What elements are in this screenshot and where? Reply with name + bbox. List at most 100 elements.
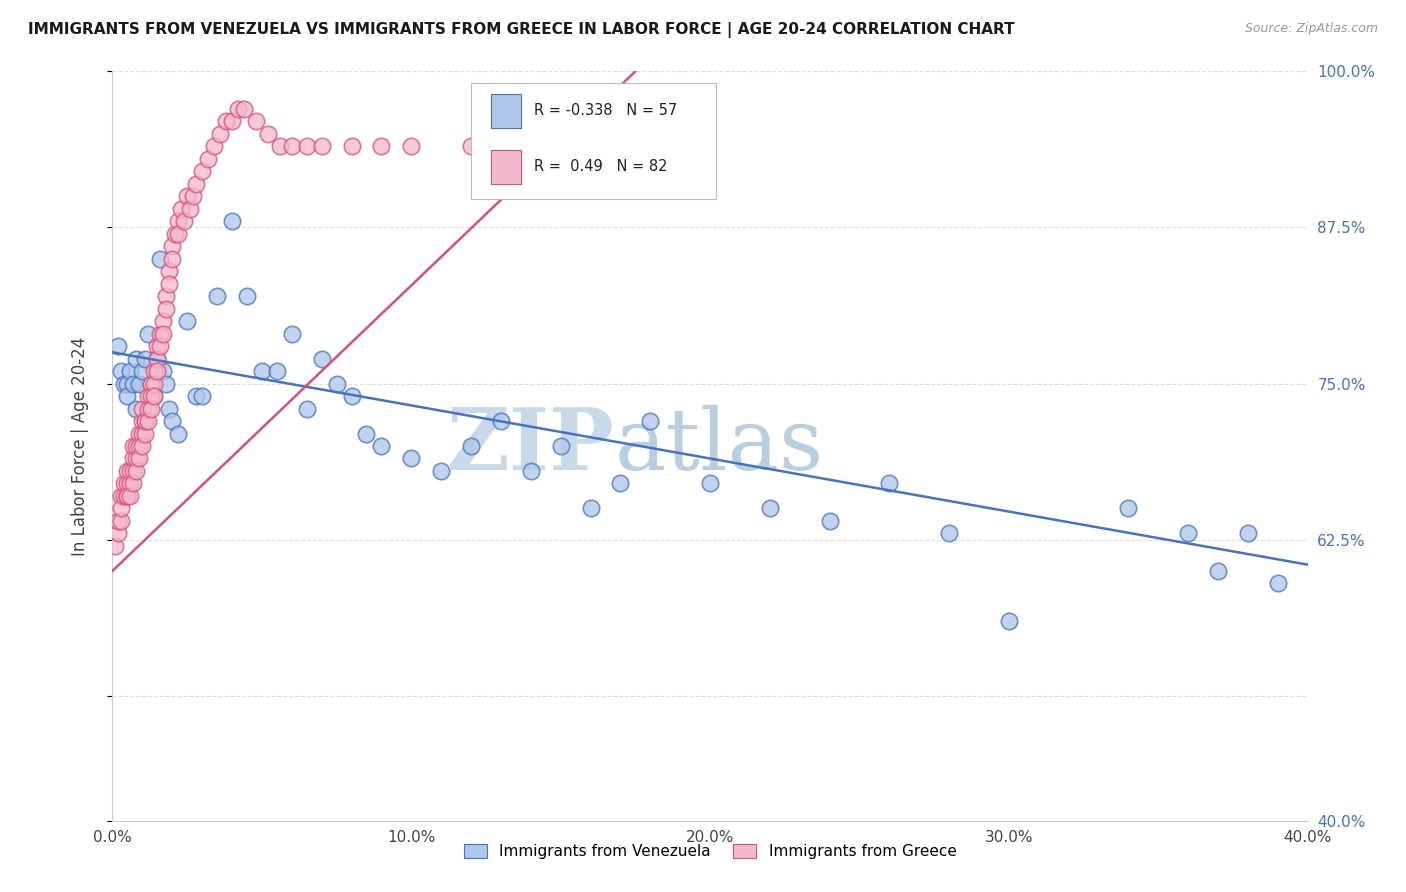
Point <box>110 501 132 516</box>
Point <box>938 526 960 541</box>
Point <box>114 489 135 503</box>
Point <box>110 514 132 528</box>
Point <box>122 376 145 391</box>
Point <box>155 301 177 316</box>
Point <box>520 464 543 478</box>
Point <box>233 102 256 116</box>
Point <box>325 376 347 391</box>
Point <box>162 239 183 253</box>
Point <box>215 114 238 128</box>
Point <box>138 401 160 416</box>
Point <box>122 476 145 491</box>
Point <box>269 139 291 153</box>
Point <box>114 476 135 491</box>
Point <box>257 127 280 141</box>
Point <box>117 489 139 503</box>
Point <box>120 476 142 491</box>
Point <box>125 451 148 466</box>
FancyBboxPatch shape <box>491 150 522 184</box>
Point <box>170 202 193 216</box>
Point <box>141 376 163 391</box>
FancyBboxPatch shape <box>471 83 716 199</box>
Point <box>311 139 333 153</box>
Point <box>146 351 169 366</box>
Point <box>134 414 156 428</box>
Point <box>340 389 363 403</box>
Point <box>250 364 273 378</box>
Point <box>143 376 166 391</box>
Point <box>143 389 166 403</box>
Point <box>155 289 177 303</box>
Point <box>107 339 129 353</box>
Point <box>107 514 129 528</box>
Point <box>579 501 602 516</box>
Point <box>460 139 482 153</box>
Point <box>131 426 153 441</box>
Point <box>191 389 214 403</box>
Point <box>176 189 198 203</box>
Point <box>186 389 208 403</box>
Point <box>117 464 139 478</box>
Point <box>221 114 243 128</box>
Point <box>128 376 150 391</box>
Point <box>122 464 145 478</box>
Point <box>202 139 225 153</box>
Point <box>155 376 177 391</box>
Point <box>266 364 288 378</box>
Point <box>879 476 901 491</box>
Point <box>356 426 378 441</box>
Point <box>1267 576 1289 591</box>
Point <box>162 252 183 266</box>
Point <box>114 376 135 391</box>
Point <box>281 139 304 153</box>
Point <box>759 501 782 516</box>
Point <box>226 102 249 116</box>
Point <box>128 439 150 453</box>
Point <box>125 351 148 366</box>
Point <box>489 414 512 428</box>
Point <box>1118 501 1140 516</box>
Point <box>176 314 198 328</box>
Point <box>149 326 172 341</box>
Point <box>125 401 148 416</box>
Point <box>162 414 183 428</box>
Point <box>340 139 363 153</box>
Point <box>245 114 267 128</box>
Text: ZIP: ZIP <box>447 404 614 488</box>
Point <box>209 127 232 141</box>
Point <box>236 289 259 303</box>
Point <box>165 227 187 241</box>
Text: Source: ZipAtlas.com: Source: ZipAtlas.com <box>1244 22 1378 36</box>
Point <box>460 439 482 453</box>
Point <box>167 426 190 441</box>
Point <box>117 489 139 503</box>
Point <box>998 614 1021 628</box>
Text: R = -0.338   N = 57: R = -0.338 N = 57 <box>534 103 678 119</box>
Point <box>281 326 304 341</box>
Point <box>430 464 453 478</box>
Point <box>186 177 208 191</box>
Point <box>149 252 172 266</box>
Point <box>401 139 423 153</box>
Point <box>131 401 153 416</box>
Point <box>152 314 174 328</box>
Point <box>125 439 148 453</box>
FancyBboxPatch shape <box>491 94 522 128</box>
Text: atlas: atlas <box>614 404 824 488</box>
Point <box>104 539 127 553</box>
Point <box>1206 564 1229 578</box>
Point <box>134 414 156 428</box>
Point <box>205 289 228 303</box>
Point <box>520 139 543 153</box>
Point <box>110 489 132 503</box>
Point <box>143 364 166 378</box>
Point <box>609 476 631 491</box>
Point <box>134 426 156 441</box>
Point <box>197 152 219 166</box>
Point <box>117 376 139 391</box>
Point <box>311 351 333 366</box>
Point <box>117 476 139 491</box>
Point <box>1177 526 1199 541</box>
Point <box>131 414 153 428</box>
Point <box>1237 526 1260 541</box>
